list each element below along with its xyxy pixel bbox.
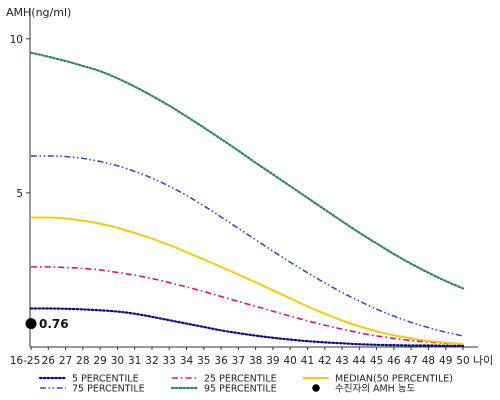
x-tick-label: 36 <box>214 355 228 367</box>
legend-entry-label: 95 PERCENTILE <box>204 384 277 395</box>
y-tick-label: 5 <box>16 188 23 200</box>
series-lines <box>29 51 465 347</box>
x-tick-label: 16-25 <box>10 355 41 367</box>
x-tick-label: 46 <box>387 355 401 367</box>
x-tick-label: 37 <box>232 355 245 367</box>
x-tick-label: 47 <box>404 355 417 367</box>
series-line-25-percentile <box>30 266 464 345</box>
x-tick-label: 33 <box>163 355 176 367</box>
x-tick-label: 26 <box>42 355 56 367</box>
axes <box>29 8 478 348</box>
legend-entry-label: 25 PERCENTILE <box>204 374 277 385</box>
x-tick-label: 27 <box>59 355 72 367</box>
x-tick-label: 50 <box>456 355 469 367</box>
x-tick-label: 32 <box>145 355 158 367</box>
legend-entry-label: 75 PERCENTILE <box>72 384 145 395</box>
x-axis-label: 나이 <box>473 354 493 367</box>
legend-point-swatch <box>312 384 320 392</box>
x-tick-label: 31 <box>128 355 141 367</box>
x-tick-label: 38 <box>249 355 262 367</box>
x-tick-label: 28 <box>76 355 89 367</box>
x-tick-label: 35 <box>197 355 210 367</box>
x-ticks: 16-25 26 27 28 29 30 31 32 33 34 35 36 37 38 39 40 41 42 4… <box>10 347 470 367</box>
x-tick-label: 48 <box>422 355 435 367</box>
y-ticks: 5 10 <box>10 34 30 200</box>
x-tick-label: 41 <box>301 355 314 367</box>
y-tick-label: 10 <box>10 34 23 46</box>
x-tick-label: 49 <box>439 355 452 367</box>
x-tick-label: 40 <box>284 355 297 367</box>
series-line-median-50-percentile <box>30 216 464 345</box>
x-tick-label: 34 <box>180 355 194 367</box>
x-tick-label: 30 <box>111 355 124 367</box>
legend-entry-label: MEDIAN(50 PERCENTILE) <box>335 374 453 385</box>
patient-point-group: 0.76 <box>25 317 69 331</box>
series-line-5-percentile <box>29 307 465 347</box>
x-tick-label: 45 <box>370 355 383 367</box>
x-tick-label: 42 <box>318 355 331 367</box>
legend: 5 PERCENTILE 25 PERCENTILE MEDIAN(50 PERCE… <box>38 374 453 395</box>
series-line-95-percentile <box>29 51 465 290</box>
series-line-75-percentile <box>30 155 464 337</box>
legend-entry-label: 수진자의 AMH 농도 <box>335 384 416 395</box>
x-tick-label: 44 <box>353 355 367 367</box>
x-tick-label: 43 <box>335 355 348 367</box>
patient-amh-value-label: 0.76 <box>39 317 69 331</box>
x-tick-label: 39 <box>266 355 279 367</box>
patient-amh-point <box>25 318 37 330</box>
x-tick-label: 29 <box>93 355 106 367</box>
y-axis-label: AMH(ng/ml) <box>6 6 71 19</box>
legend-entry-label: 5 PERCENTILE <box>72 374 139 385</box>
